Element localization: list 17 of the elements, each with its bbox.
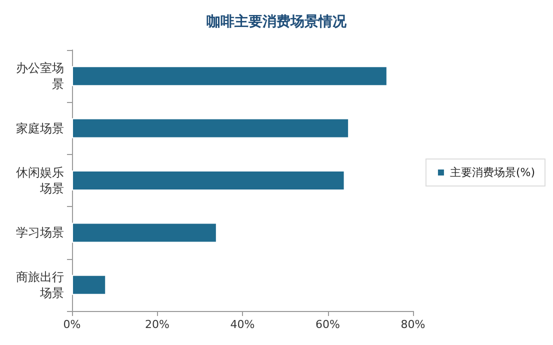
x-tick-label: 20% <box>145 318 170 331</box>
bar <box>72 118 350 138</box>
y-tick-label: 休闲娱乐场景 <box>16 166 64 196</box>
x-tick-label: 60% <box>316 318 340 331</box>
bar <box>72 170 345 190</box>
x-tick-label: 80% <box>400 318 426 331</box>
bar <box>72 66 388 86</box>
y-tick-label: 学习场景 <box>16 226 64 240</box>
legend-label: 主要消费场景(%) <box>450 166 536 179</box>
chart-title: 咖啡主要消费场景情况 <box>206 13 348 30</box>
y-tick-label: 办公室场景 <box>16 61 64 92</box>
x-tick-label: 0% <box>63 318 81 331</box>
y-tick-label: 商旅出行场景 <box>16 270 64 300</box>
bar <box>72 274 106 295</box>
bar <box>72 222 217 243</box>
x-tick-label: 40% <box>230 318 255 331</box>
y-tick-label: 家庭场景 <box>16 121 64 136</box>
